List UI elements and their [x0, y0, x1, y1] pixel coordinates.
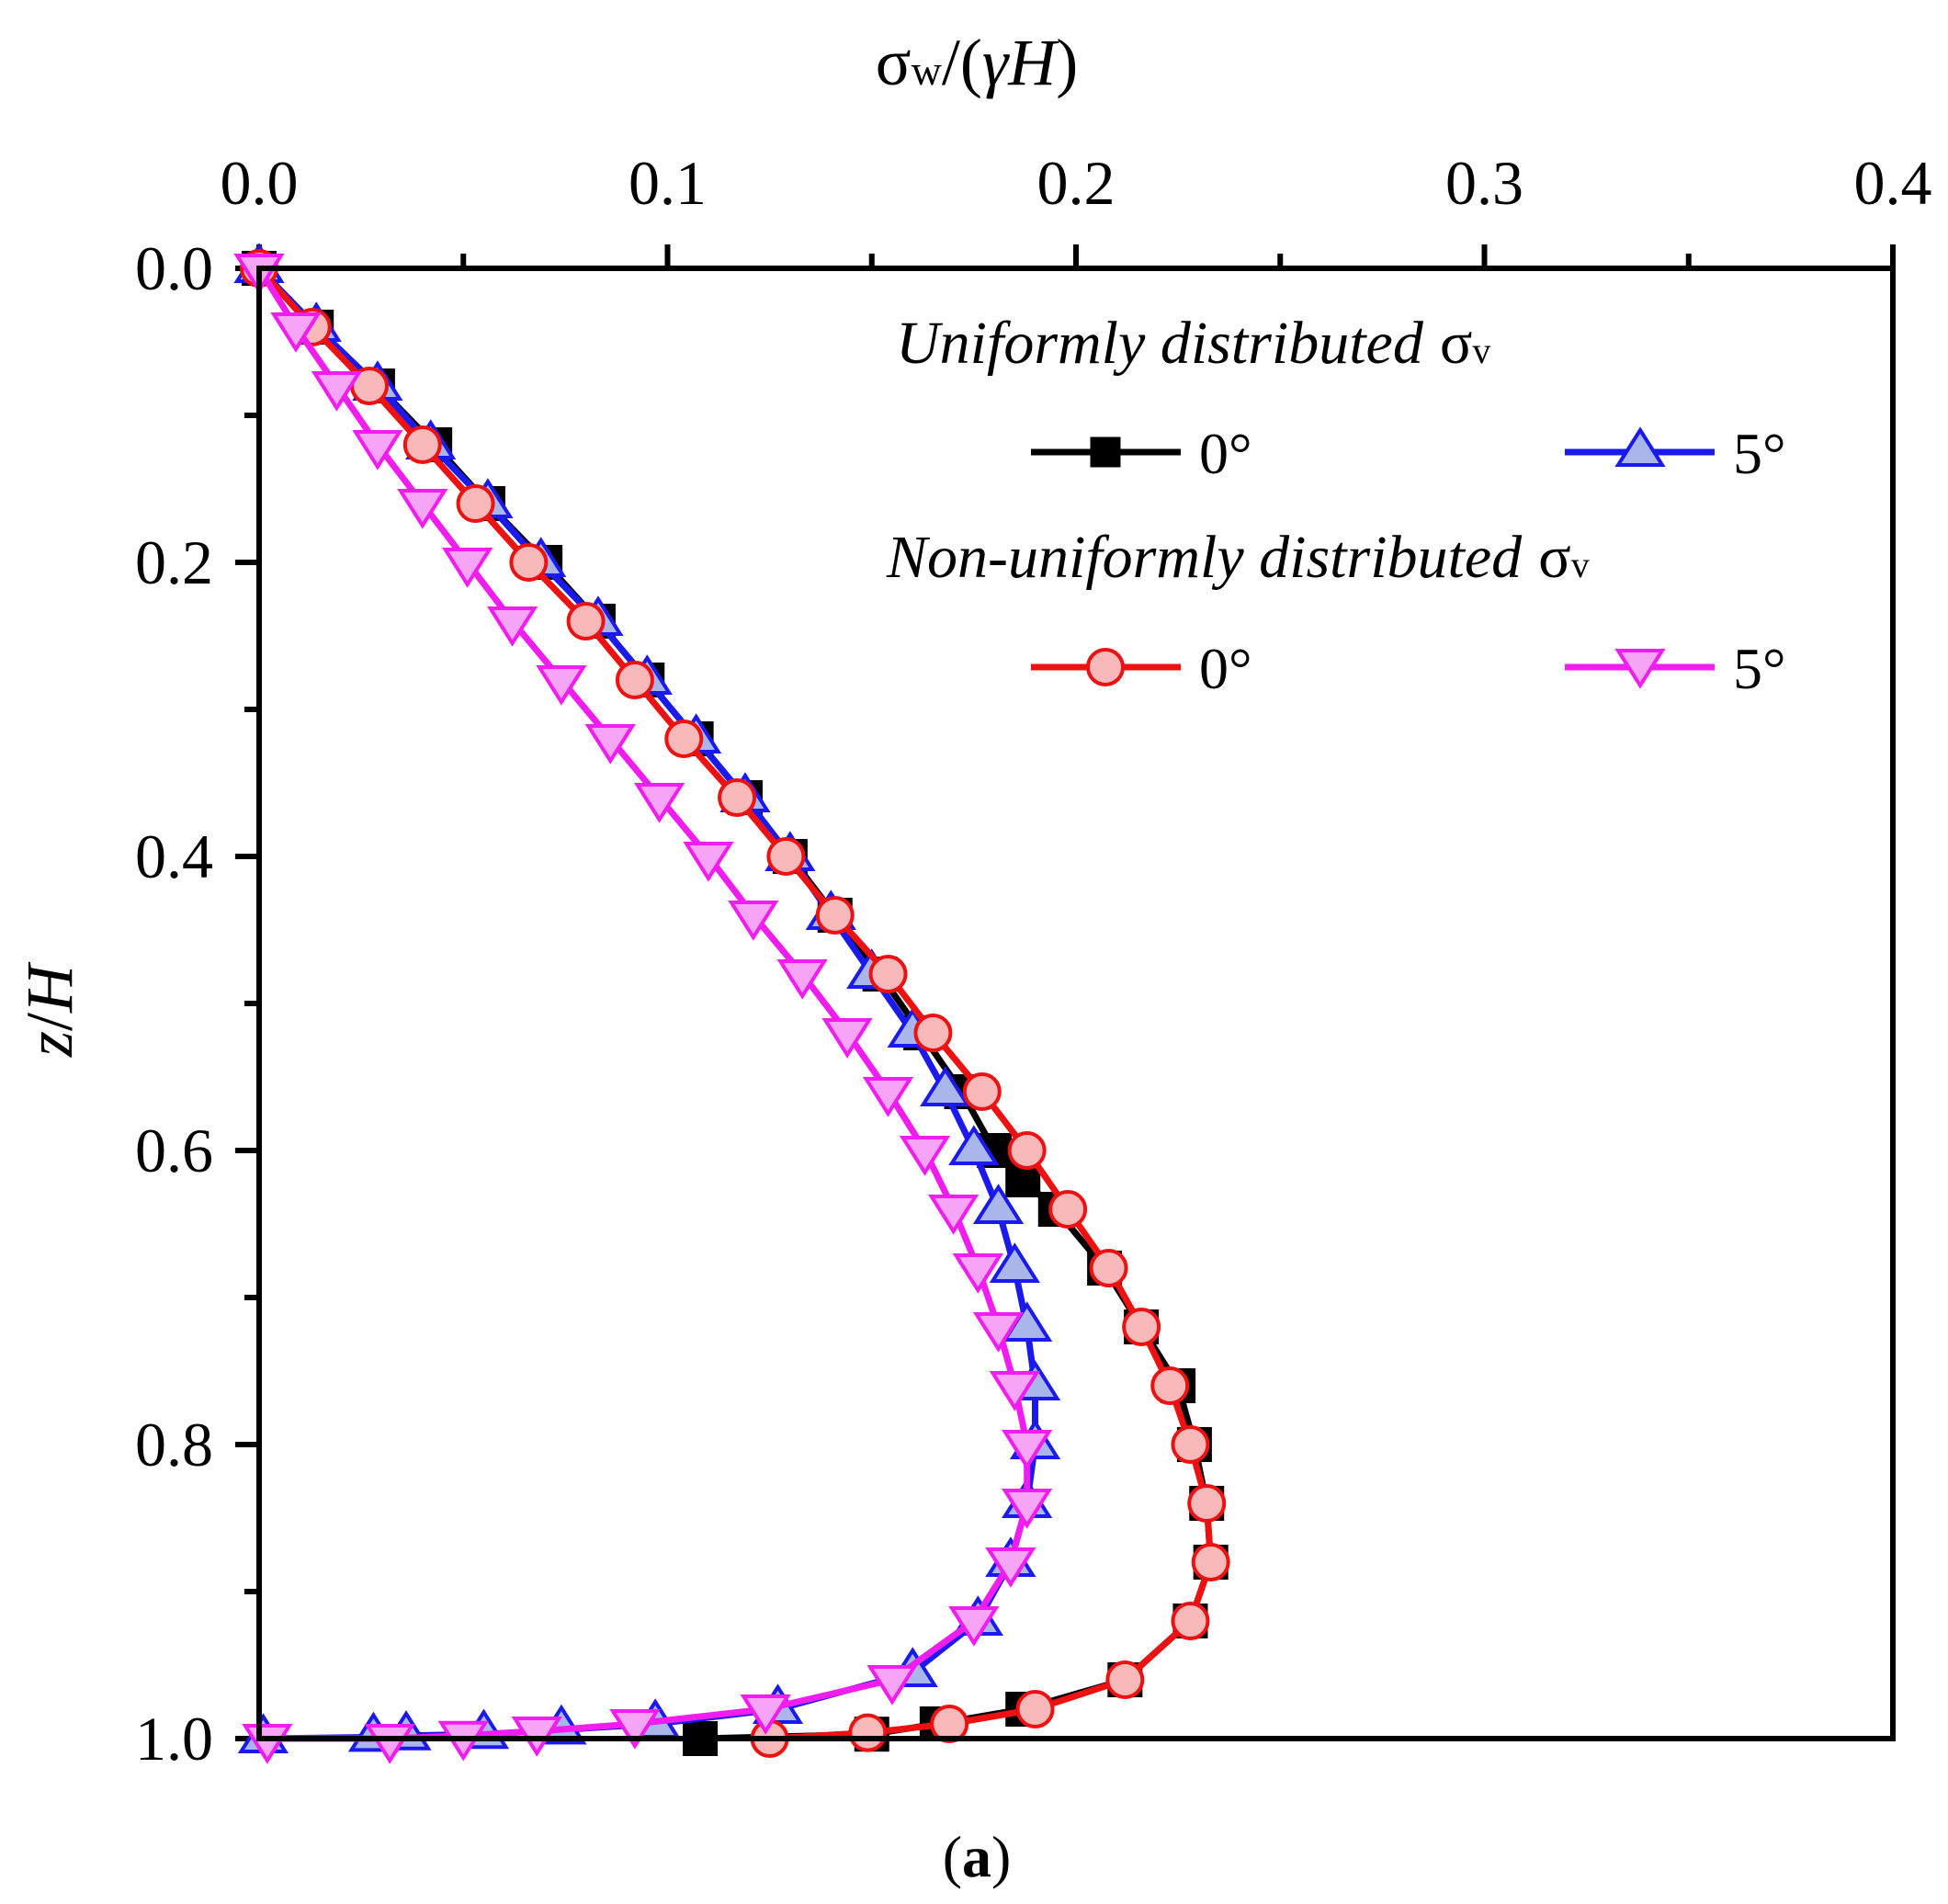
nonuniform-5-point	[989, 1371, 1040, 1411]
nonuniform-0-point	[1105, 1660, 1145, 1699]
nonuniform-5-point	[683, 842, 734, 882]
nonuniform-5-point	[1002, 1430, 1053, 1470]
nonuniform-0-point	[1007, 1131, 1047, 1170]
nonuniform-5-point	[952, 1253, 1003, 1294]
nonuniform-0-point	[1191, 1543, 1230, 1581]
nonuniform-5-point	[821, 1018, 873, 1059]
tick-labels: 0.0 0.1 0.2 0.3 0.4 0.0 0.2 0.4 0.6 0.8 1.0	[135, 148, 1932, 1774]
uniform-5-point	[920, 1066, 971, 1106]
nonuniform-5-point	[633, 783, 685, 823]
legend-header-uniform: Uniformly distributed σv	[896, 310, 1490, 377]
nonuniform-0-point	[456, 484, 495, 523]
legend-label-uniform-5: 5°	[1733, 421, 1786, 486]
legend-header-nonuniform: Non-uniformly distributed σv	[886, 524, 1590, 591]
nonuniform-5-point	[985, 1547, 1036, 1588]
nonuniform-5-point	[486, 606, 538, 647]
plot-frame	[256, 266, 1896, 1741]
nonuniform-0-point	[664, 720, 704, 758]
nonuniform-5-point	[776, 959, 828, 1000]
nonuniform-0-point	[1150, 1366, 1190, 1405]
nonuniform-0-point	[913, 1014, 953, 1052]
nonuniform-0-point	[1015, 1690, 1055, 1728]
series-layer	[233, 243, 1230, 1764]
nonuniform-5-point	[972, 1312, 1025, 1353]
top-tick-label: 0.0	[221, 148, 299, 218]
legend-marker-triangle-up	[1614, 426, 1666, 467]
nonuniform-5-point	[899, 1136, 951, 1176]
nonuniform-5-point	[728, 901, 779, 941]
legend-label-nonuniform-5: 5°	[1733, 636, 1786, 701]
nonuniform-0-point	[1187, 1484, 1227, 1523]
nonuniform-0-point	[509, 543, 549, 582]
axis-ticks	[235, 244, 1896, 1741]
left-tick-label: 1.0	[135, 1704, 213, 1774]
nonuniform-0-point	[1048, 1190, 1088, 1229]
nonuniform-5-point	[270, 312, 322, 353]
nonuniform-0-point	[1171, 1425, 1210, 1464]
legend-marker-triangle-down	[1614, 649, 1666, 689]
top-tick-label: 0.1	[629, 148, 707, 218]
panel-label: (a)	[943, 1824, 1012, 1889]
nonuniform-0-point	[848, 1713, 888, 1752]
uniform-5-point	[948, 1125, 1000, 1165]
left-tick-label: 0.2	[135, 527, 213, 597]
left-axis-title: z/H	[13, 961, 86, 1058]
legend: Uniformly distributed σv Non-uniformly di…	[886, 310, 1786, 701]
nonuniform-5-point	[442, 548, 493, 588]
nonuniform-0-point	[402, 425, 442, 464]
top-tick-label: 0.2	[1037, 148, 1116, 218]
nonuniform-0-point	[766, 837, 806, 876]
nonuniform-0-point	[962, 1072, 1002, 1111]
nonuniform-5-point	[397, 489, 448, 529]
nonuniform-5-point	[352, 430, 403, 470]
nonuniform-5-point	[311, 371, 363, 412]
nonuniform-5-point	[1002, 1489, 1053, 1529]
nonuniform-5-point	[862, 1077, 914, 1117]
nonuniform-5-point	[536, 665, 587, 706]
left-tick-label: 0.6	[135, 1116, 213, 1185]
nonuniform-0-point	[868, 955, 908, 993]
nonuniform-5-point	[740, 1694, 791, 1735]
nonuniform-5-point	[242, 1724, 293, 1764]
series-uniform-5	[233, 243, 1061, 1753]
nonuniform-0-point	[718, 778, 757, 817]
uniform-5-point	[989, 1242, 1040, 1283]
series-nonuniform-0	[240, 249, 1230, 1758]
series-nonuniform-5	[233, 254, 1053, 1764]
top-tick-label: 0.4	[1854, 148, 1932, 218]
nonuniform-5-point	[866, 1665, 918, 1706]
nonuniform-5-point	[928, 1195, 980, 1235]
nonuniform-0-point	[1122, 1308, 1161, 1346]
nonuniform-0-point	[566, 602, 606, 640]
nonuniform-0-point	[1089, 1249, 1128, 1287]
nonuniform-0-point	[1171, 1602, 1210, 1640]
nonuniform-0-point	[815, 896, 855, 935]
nonuniform-5-point	[609, 1709, 661, 1750]
left-tick-label: 0.8	[135, 1410, 213, 1479]
legend-marker-square	[1090, 436, 1121, 468]
legend-marker-circle	[1086, 648, 1125, 686]
left-tick-label: 0.4	[135, 822, 213, 891]
nonuniform-0-point	[615, 661, 654, 699]
legend-label-uniform-0: 0°	[1199, 421, 1252, 486]
nonuniform-5-point	[584, 724, 636, 765]
legend-label-nonuniform-0: 0°	[1199, 636, 1252, 701]
nonuniform-5-point	[364, 1724, 415, 1764]
nonuniform-5-point	[948, 1606, 1000, 1647]
uniform-5-point	[972, 1184, 1025, 1224]
top-axis-title: σw/(γH)	[876, 26, 1078, 99]
left-tick-label: 0.0	[135, 233, 213, 303]
uniform-0-point	[1005, 1162, 1041, 1197]
uniform-5-line	[256, 266, 1038, 1742]
series-uniform-0	[242, 251, 1229, 1756]
top-tick-label: 0.3	[1445, 148, 1523, 218]
